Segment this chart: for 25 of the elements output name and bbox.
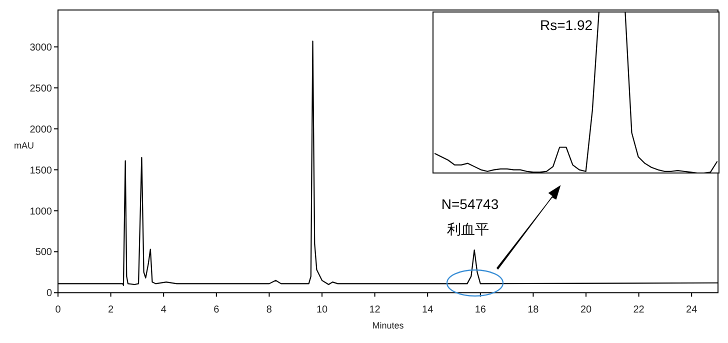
x-tick-label: 12 — [369, 304, 381, 316]
x-tick-label: 8 — [266, 304, 272, 316]
x-tick-label: 6 — [214, 304, 220, 316]
y-axis-title: mAU — [14, 140, 34, 151]
x-tick-label: 24 — [686, 304, 698, 316]
x-tick-label: 14 — [422, 304, 434, 316]
annotation: Rs=1.92 — [540, 17, 593, 33]
x-tick-label: 20 — [580, 304, 592, 316]
y-tick-label: 2500 — [30, 83, 52, 94]
y-tick-label: 500 — [35, 247, 52, 258]
x-tick-label: 4 — [160, 304, 167, 316]
x-tick-label: 22 — [633, 304, 645, 316]
y-tick-label: 0 — [46, 288, 52, 300]
y-tick-label: 1000 — [30, 206, 52, 218]
x-tick-label: 2 — [108, 304, 114, 316]
y-tick-label: 3000 — [30, 42, 52, 54]
x-tick-label: 18 — [528, 304, 540, 316]
y-tick-label: 2000 — [30, 124, 52, 136]
x-axis-title: Minutes — [372, 320, 404, 331]
y-tick-label: 1500 — [30, 165, 52, 176]
annotation: N=54743 — [441, 196, 499, 212]
x-tick-label: 16 — [474, 304, 486, 316]
x-tick-label: 0 — [55, 304, 62, 316]
x-tick-label: 10 — [316, 304, 328, 316]
annotation: 利血平 — [447, 221, 489, 237]
